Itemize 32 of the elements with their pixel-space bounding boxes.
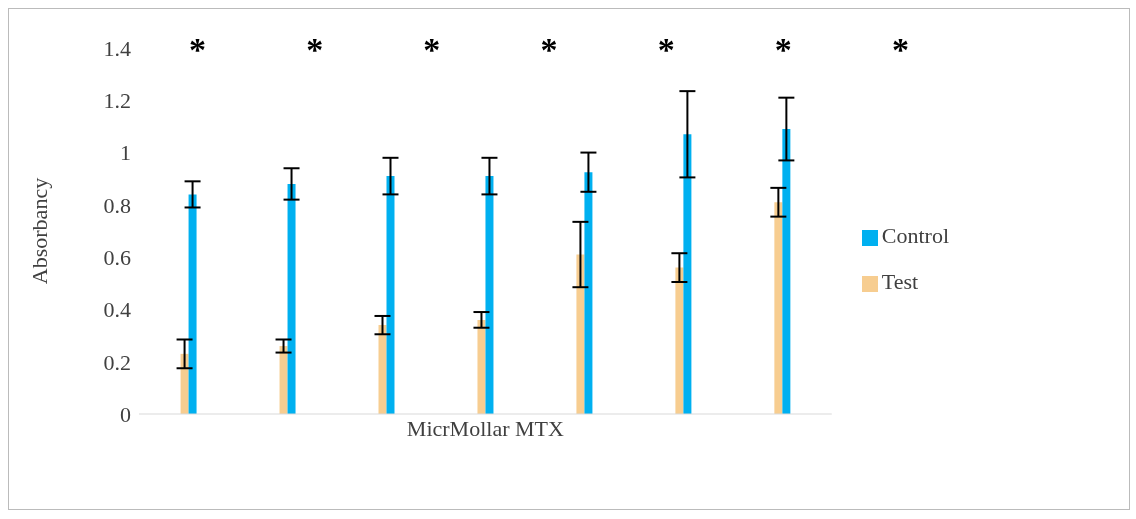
bar <box>378 325 387 414</box>
bar <box>287 183 296 414</box>
bar <box>188 194 197 414</box>
bar <box>683 134 692 414</box>
y-tick-label: 1.4 <box>103 35 131 61</box>
y-tick-label: 0.8 <box>103 192 131 218</box>
bar <box>584 172 593 414</box>
x-axis-title: MicrMollar MTX <box>406 416 565 441</box>
y-tick-label: 0.6 <box>103 244 131 270</box>
annotation: * <box>188 31 208 69</box>
text: * <box>890 31 910 69</box>
legend-label: Control <box>881 223 949 248</box>
y-tick-label: 1.2 <box>103 88 131 114</box>
bar <box>675 267 684 414</box>
bar <box>279 346 288 414</box>
bar <box>477 319 486 414</box>
y-axis-title: Absorbancy <box>26 177 52 285</box>
bar <box>782 129 791 414</box>
annotation: * <box>656 31 676 69</box>
annotation: * <box>422 31 442 69</box>
y-tick-label: 0 <box>120 401 131 427</box>
bar <box>386 176 395 414</box>
annotation: * <box>539 31 559 69</box>
bar <box>485 176 494 414</box>
legend-label: Test <box>881 269 919 294</box>
y-tick-label: 0.2 <box>103 349 131 375</box>
bar <box>576 254 585 414</box>
y-tick-label: 0.4 <box>103 297 131 323</box>
annotation: * <box>773 31 793 69</box>
bar <box>774 202 783 414</box>
annotation: * <box>305 31 325 69</box>
y-tick-label: 1 <box>120 140 131 166</box>
